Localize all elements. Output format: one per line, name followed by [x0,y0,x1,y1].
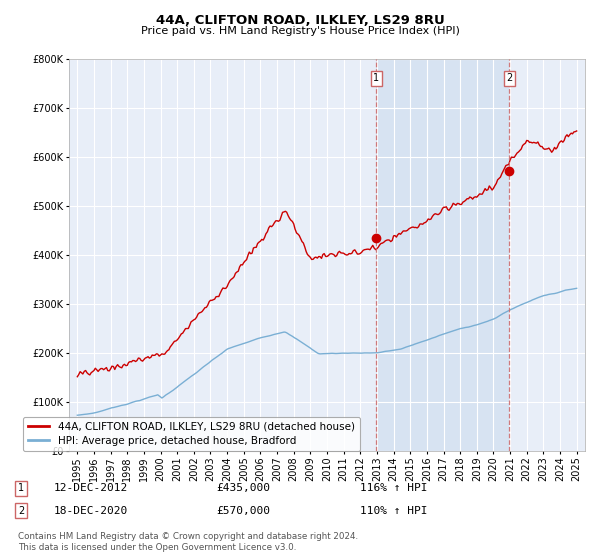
Text: Contains HM Land Registry data © Crown copyright and database right 2024.: Contains HM Land Registry data © Crown c… [18,532,358,541]
Legend: 44A, CLIFTON ROAD, ILKLEY, LS29 8RU (detached house), HPI: Average price, detach: 44A, CLIFTON ROAD, ILKLEY, LS29 8RU (det… [23,417,360,451]
Text: 44A, CLIFTON ROAD, ILKLEY, LS29 8RU: 44A, CLIFTON ROAD, ILKLEY, LS29 8RU [155,14,445,27]
Text: 116% ↑ HPI: 116% ↑ HPI [360,483,427,493]
Text: 110% ↑ HPI: 110% ↑ HPI [360,506,427,516]
Bar [376,59,509,451]
Text: £570,000: £570,000 [216,506,270,516]
Text: £435,000: £435,000 [216,483,270,493]
Text: 2: 2 [506,73,512,83]
Text: 1: 1 [373,73,379,83]
Text: 18-DEC-2020: 18-DEC-2020 [54,506,128,516]
Text: Price paid vs. HM Land Registry's House Price Index (HPI): Price paid vs. HM Land Registry's House … [140,26,460,36]
Text: 12-DEC-2012: 12-DEC-2012 [54,483,128,493]
Text: 2: 2 [18,506,24,516]
Text: 1: 1 [18,483,24,493]
Text: This data is licensed under the Open Government Licence v3.0.: This data is licensed under the Open Gov… [18,543,296,552]
